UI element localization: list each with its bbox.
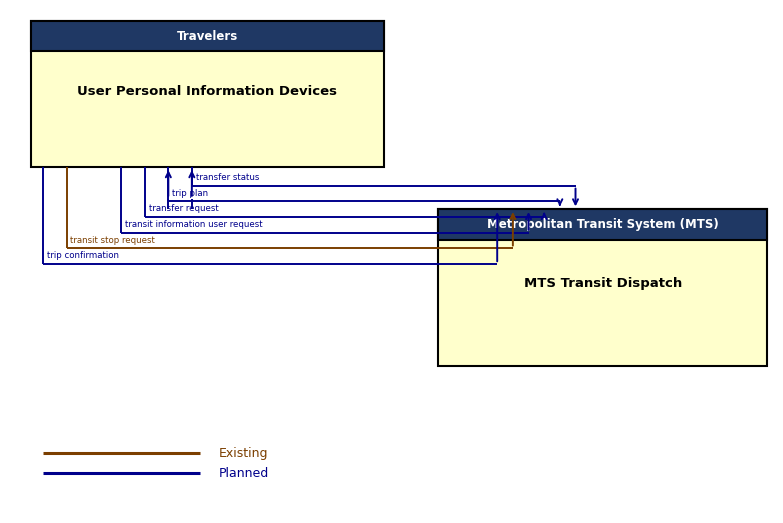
Text: transfer request: transfer request: [149, 204, 218, 213]
Text: transfer status: transfer status: [196, 173, 259, 182]
Bar: [438, 209, 767, 366]
Text: User Personal Information Devices: User Personal Information Devices: [78, 85, 337, 98]
Text: Planned: Planned: [219, 467, 269, 480]
Text: transit stop request: transit stop request: [70, 236, 155, 245]
Text: trip plan: trip plan: [172, 189, 208, 198]
Bar: [31, 21, 384, 51]
Bar: [438, 209, 767, 240]
Text: Existing: Existing: [219, 447, 269, 460]
Text: Metropolitan Transit System (MTS): Metropolitan Transit System (MTS): [487, 218, 719, 231]
Text: MTS Transit Dispatch: MTS Transit Dispatch: [524, 277, 682, 290]
Text: trip confirmation: trip confirmation: [47, 252, 119, 260]
Text: transit information user request: transit information user request: [125, 220, 263, 229]
Text: Travelers: Travelers: [177, 30, 238, 42]
Bar: [31, 21, 384, 167]
